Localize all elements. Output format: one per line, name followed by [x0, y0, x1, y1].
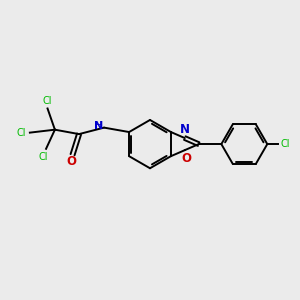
Text: N: N — [180, 123, 190, 136]
Text: Cl: Cl — [39, 152, 49, 162]
Text: Cl: Cl — [281, 139, 290, 149]
Text: O: O — [66, 155, 76, 168]
Text: Cl: Cl — [17, 128, 26, 138]
Text: H: H — [95, 121, 103, 131]
Text: N: N — [94, 121, 104, 131]
Text: O: O — [181, 152, 191, 165]
Text: Cl: Cl — [42, 95, 52, 106]
